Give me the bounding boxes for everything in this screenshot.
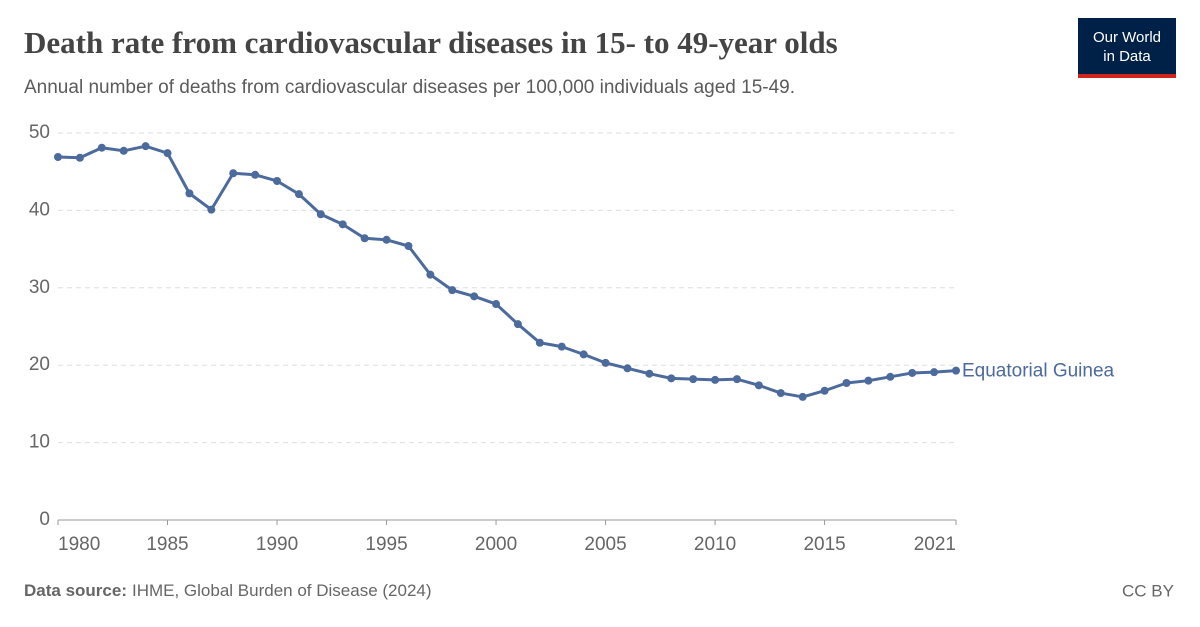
point — [54, 152, 62, 161]
point — [141, 142, 150, 151]
y-tick-label: 40 — [29, 199, 50, 220]
point — [579, 350, 588, 359]
point — [294, 190, 303, 199]
x-tick-label: 2010 — [694, 534, 736, 555]
point — [207, 205, 216, 214]
point — [864, 376, 873, 385]
point — [119, 146, 128, 155]
y-tick-label: 50 — [29, 122, 50, 143]
point — [754, 381, 763, 390]
y-tick-label: 30 — [29, 277, 50, 298]
point — [251, 170, 260, 179]
point — [908, 368, 917, 377]
point — [360, 234, 369, 243]
source-label: Data source: — [24, 581, 127, 600]
point — [798, 392, 807, 401]
license: CC BY — [1122, 581, 1174, 600]
point — [338, 220, 347, 229]
point — [732, 375, 741, 384]
logo-box — [1078, 18, 1176, 78]
x-tick-label: 2000 — [475, 534, 517, 555]
point — [185, 189, 194, 198]
x-tick-label: 1985 — [146, 534, 188, 555]
chart-subtitle: Annual number of deaths from cardiovascu… — [24, 77, 795, 98]
point — [492, 300, 501, 309]
point — [404, 242, 413, 251]
series-label: Equatorial Guinea — [962, 361, 1115, 382]
x-tick-label: 1980 — [58, 534, 100, 555]
point — [930, 368, 939, 377]
x-tick-label: 1990 — [256, 534, 298, 555]
point — [448, 286, 457, 295]
point — [229, 169, 238, 178]
y-tick-label: 10 — [29, 432, 50, 453]
point — [667, 374, 676, 383]
point — [470, 292, 479, 301]
chart-title: Death rate from cardiovascular diseases … — [24, 25, 838, 60]
y-tick-label: 0 — [39, 509, 50, 530]
logo-text: in Data — [1103, 48, 1151, 65]
point — [75, 153, 84, 162]
x-tick-label: 1995 — [365, 534, 407, 555]
point — [776, 389, 785, 398]
point — [535, 338, 544, 347]
point — [623, 364, 632, 373]
point — [886, 372, 895, 381]
point — [952, 366, 960, 375]
x-tick-label: 2005 — [584, 534, 626, 555]
point — [689, 375, 698, 384]
point — [163, 149, 172, 158]
point — [273, 176, 282, 185]
source: Data source: IHME, Global Burden of Disea… — [24, 581, 432, 600]
point — [645, 369, 654, 378]
point — [557, 342, 566, 351]
point — [842, 379, 851, 388]
logo-bar — [1078, 74, 1176, 78]
x-tick-label: 2015 — [803, 534, 845, 555]
logo[interactable]: Our World in Data — [1078, 18, 1176, 78]
point — [97, 143, 106, 152]
point — [316, 210, 325, 219]
point — [382, 235, 391, 244]
x-tick-label: 2021 — [914, 534, 956, 555]
point — [513, 320, 522, 329]
logo-text: Our World — [1093, 29, 1161, 46]
point — [426, 270, 435, 279]
point — [711, 375, 720, 384]
source-text: IHME, Global Burden of Disease (2024) — [132, 581, 432, 600]
line — [57, 144, 957, 399]
point — [820, 386, 829, 395]
y-tick-label: 20 — [29, 354, 50, 375]
point — [601, 358, 610, 367]
